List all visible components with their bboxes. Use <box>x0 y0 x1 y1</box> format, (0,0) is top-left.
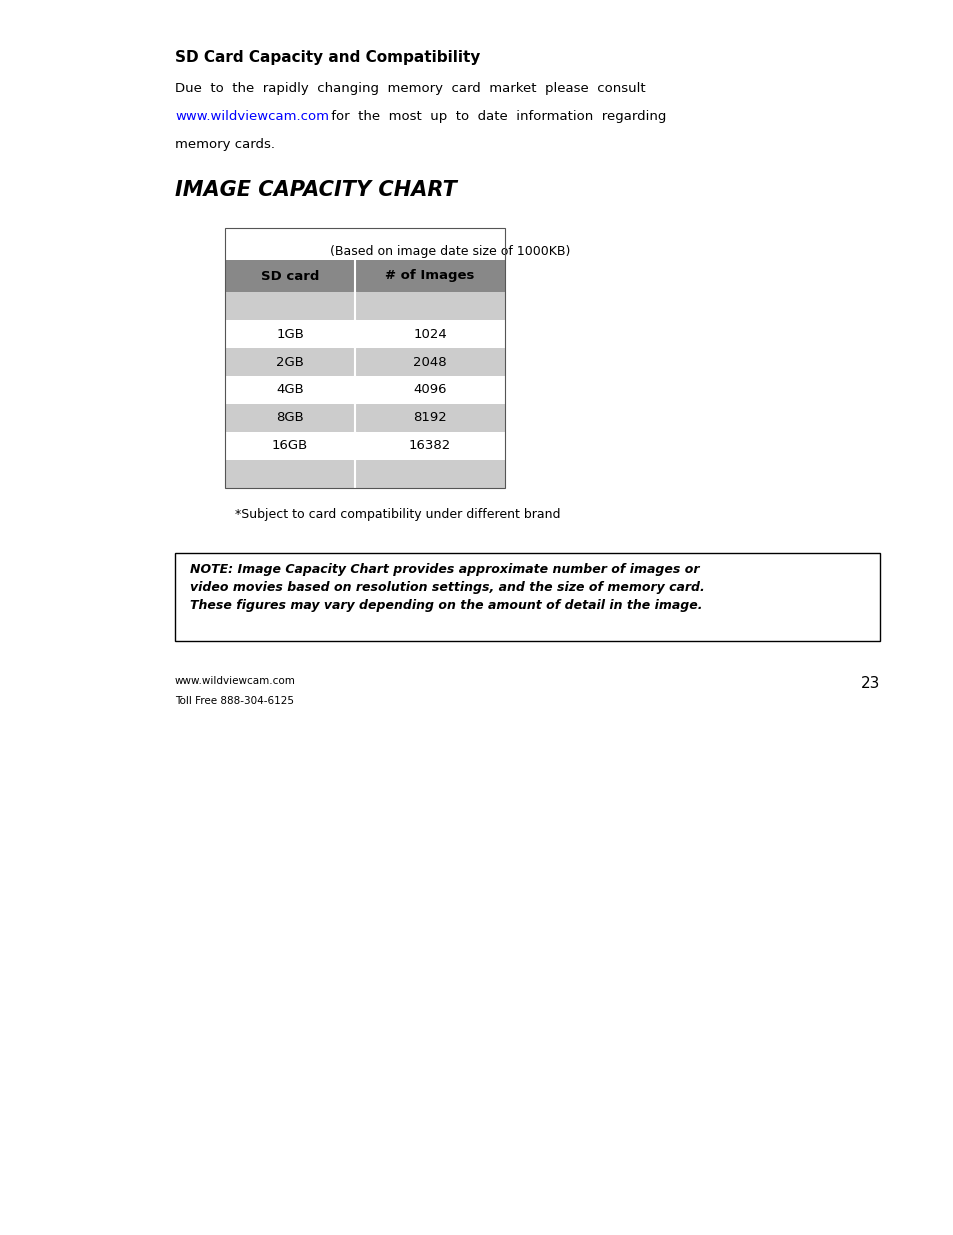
Text: SD Card Capacity and Compatibility: SD Card Capacity and Compatibility <box>174 49 480 65</box>
Text: 2048: 2048 <box>413 356 446 368</box>
Text: Toll Free 888-304-6125: Toll Free 888-304-6125 <box>174 697 294 706</box>
Text: NOTE: Image Capacity Chart provides approximate number of images or
video movies: NOTE: Image Capacity Chart provides appr… <box>190 563 704 613</box>
FancyBboxPatch shape <box>225 375 504 404</box>
Text: www.wildviewcam.com: www.wildviewcam.com <box>174 110 329 124</box>
Text: IMAGE CAPACITY CHART: IMAGE CAPACITY CHART <box>174 180 456 200</box>
Text: 16382: 16382 <box>409 440 451 452</box>
Text: www.wildviewcam.com: www.wildviewcam.com <box>174 676 295 685</box>
FancyBboxPatch shape <box>225 261 504 291</box>
Text: memory cards.: memory cards. <box>174 138 274 151</box>
Text: 2GB: 2GB <box>275 356 304 368</box>
FancyBboxPatch shape <box>225 404 504 432</box>
Text: 23: 23 <box>860 676 879 692</box>
Text: *Subject to card compatibility under different brand: *Subject to card compatibility under dif… <box>234 508 560 521</box>
Text: 1024: 1024 <box>413 327 446 341</box>
FancyBboxPatch shape <box>225 320 504 348</box>
Text: for  the  most  up  to  date  information  regarding: for the most up to date information rega… <box>327 110 666 124</box>
FancyBboxPatch shape <box>225 459 504 488</box>
Text: 8192: 8192 <box>413 411 446 425</box>
FancyBboxPatch shape <box>174 553 879 641</box>
Text: 1GB: 1GB <box>275 327 304 341</box>
Text: # of Images: # of Images <box>385 269 475 283</box>
FancyBboxPatch shape <box>225 291 504 320</box>
Text: SD card: SD card <box>260 269 319 283</box>
FancyBboxPatch shape <box>225 432 504 459</box>
Text: (Based on image date size of 1000KB): (Based on image date size of 1000KB) <box>330 245 570 258</box>
FancyBboxPatch shape <box>225 348 504 375</box>
Text: 4096: 4096 <box>413 384 446 396</box>
Text: 4GB: 4GB <box>275 384 304 396</box>
Text: Due  to  the  rapidly  changing  memory  card  market  please  consult: Due to the rapidly changing memory card … <box>174 82 645 95</box>
Text: 16GB: 16GB <box>272 440 308 452</box>
Text: 8GB: 8GB <box>275 411 304 425</box>
